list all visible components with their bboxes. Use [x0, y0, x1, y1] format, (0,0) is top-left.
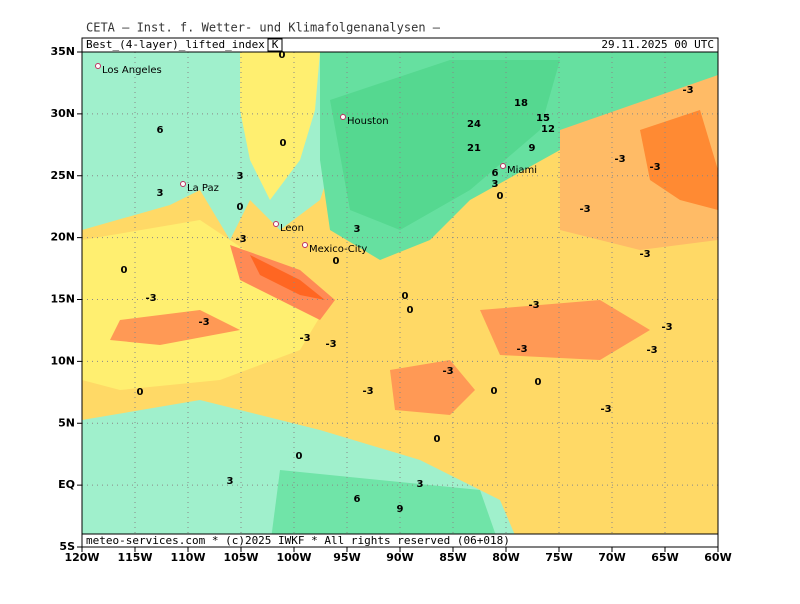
contour-label: 0 — [497, 191, 504, 202]
contour-label: 6 — [157, 125, 164, 136]
field-yellow-west — [82, 220, 330, 390]
contour-label: -3 — [682, 85, 693, 96]
contour-label: 0 — [434, 434, 441, 445]
field-orange-2 — [390, 360, 475, 415]
contour-label: -3 — [325, 339, 336, 350]
lat-label: 25N — [50, 169, 75, 182]
lon-label: 85W — [439, 551, 466, 564]
city-marker — [340, 114, 346, 120]
contour-label: 0 — [333, 256, 340, 267]
lon-label: 80W — [492, 551, 519, 564]
contour-label: 12 — [541, 124, 555, 135]
field-name: Best_(4-layer)_lifted_index — [86, 38, 265, 51]
contour-label: 9 — [397, 504, 404, 515]
lat-label: 30N — [50, 107, 75, 120]
footer: meteo-services.com * (c)2025 IWKF * All … — [86, 534, 510, 547]
contour-label: 15 — [536, 113, 550, 124]
contour-label: 24 — [467, 119, 481, 130]
contour-label: 18 — [514, 98, 528, 109]
contour-label: 0 — [279, 50, 286, 61]
datetime: 29.11.2025 00 UTC — [601, 38, 714, 51]
lat-label: 35N — [50, 45, 75, 58]
lat-label: EQ — [58, 478, 75, 491]
lon-label: 65W — [651, 551, 678, 564]
city-marker — [273, 221, 279, 227]
contour-label: 6 — [492, 168, 499, 179]
contour-label: -3 — [145, 293, 156, 304]
contour-label: 0 — [402, 291, 409, 302]
title: CETA — Inst. f. Wetter- und Klimafolgena… — [86, 21, 441, 35]
city-label: Los Angeles — [102, 65, 162, 76]
lon-label: 60W — [704, 551, 731, 564]
contour-label: 0 — [137, 387, 144, 398]
lon-label: 100W — [276, 551, 311, 564]
field-orange-6 — [110, 310, 240, 345]
contour-label: 0 — [296, 451, 303, 462]
lon-label: 120W — [64, 551, 99, 564]
contour-label: -3 — [661, 322, 672, 333]
city-marker — [500, 163, 506, 169]
contour-label: -3 — [198, 317, 209, 328]
contour-label: 0 — [491, 386, 498, 397]
lon-label: 75W — [545, 551, 572, 564]
contour-label: 0 — [407, 305, 414, 316]
contour-label: 21 — [467, 143, 481, 154]
contour-label: -3 — [639, 249, 650, 260]
field-yellow — [240, 52, 320, 200]
contour-label: -3 — [362, 386, 373, 397]
contour-label: 3 — [237, 171, 244, 182]
field-unit: K — [272, 38, 279, 51]
lat-label: 15N — [50, 293, 75, 306]
contour-label: 3 — [157, 188, 164, 199]
contour-label: -3 — [579, 204, 590, 215]
city-label: Miami — [507, 165, 537, 176]
city-marker — [95, 63, 101, 69]
field-orange-3 — [480, 300, 650, 360]
contour-label: 0 — [121, 265, 128, 276]
contour-label: 9 — [529, 143, 536, 154]
lon-label: 105W — [223, 551, 258, 564]
contour-label: 3 — [492, 179, 499, 190]
field-green-dark — [330, 60, 560, 230]
contour-label: -3 — [646, 345, 657, 356]
city-label: Houston — [347, 116, 389, 127]
contour-label: -3 — [649, 162, 660, 173]
city-label: Leon — [280, 223, 304, 234]
field-orange-5 — [640, 110, 718, 210]
contour-label: 3 — [354, 224, 361, 235]
contour-label: -3 — [516, 344, 527, 355]
unit-box — [267, 38, 283, 52]
contour-label: -3 — [600, 404, 611, 415]
lon-label: 95W — [333, 551, 360, 564]
lon-label: 115W — [117, 551, 152, 564]
contour-label: 0 — [280, 138, 287, 149]
contour-label: -3 — [614, 154, 625, 165]
field-dark-1 — [250, 255, 325, 300]
contour-label: 6 — [354, 494, 361, 505]
city-label: Mexico-City — [309, 244, 367, 255]
contour-label: -3 — [442, 366, 453, 377]
lat-label: 20N — [50, 231, 75, 244]
city-label: La Paz — [187, 183, 219, 194]
lat-label: 5S — [59, 540, 75, 553]
city-marker — [302, 242, 308, 248]
lon-label: 70W — [598, 551, 625, 564]
contour-label: 3 — [227, 476, 234, 487]
header-bar — [81, 37, 719, 53]
lat-label: 10N — [50, 354, 75, 367]
lon-label: 110W — [170, 551, 205, 564]
lat-label: 5N — [58, 416, 75, 429]
contour-label: -3 — [299, 333, 310, 344]
contour-label: 3 — [417, 479, 424, 490]
lon-label: 90W — [386, 551, 413, 564]
contour-label: -3 — [235, 234, 246, 245]
contour-label: 0 — [237, 202, 244, 213]
contour-label: 0 — [535, 377, 542, 388]
city-marker — [180, 181, 186, 187]
contour-label: -3 — [528, 300, 539, 311]
field-green-south — [270, 470, 500, 547]
